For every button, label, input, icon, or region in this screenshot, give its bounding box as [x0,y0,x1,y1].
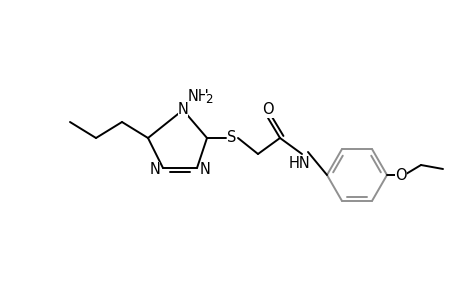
Text: O: O [394,167,406,182]
Text: O: O [262,103,273,118]
Text: NH: NH [188,88,209,104]
Text: S: S [227,130,236,146]
Text: HN: HN [289,157,310,172]
Text: N: N [149,161,160,176]
Text: N: N [199,161,210,176]
Text: 2: 2 [205,92,212,106]
Text: N: N [177,101,188,116]
